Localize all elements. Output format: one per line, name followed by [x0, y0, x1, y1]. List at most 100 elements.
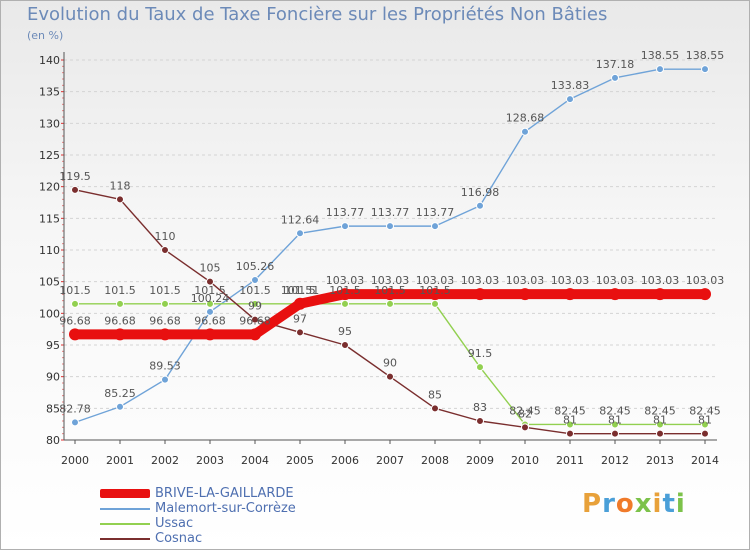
series-malemort-sur-corr-ze-data-label: 105.26 — [236, 260, 275, 273]
series-cosnac-point — [566, 429, 574, 438]
series-brive-la-gaillarde-point — [609, 288, 621, 301]
series-ussac-data-label: 82.45 — [554, 404, 586, 417]
series-ussac-data-label: 82.45 — [644, 404, 676, 417]
series-malemort-sur-corr-ze-point — [116, 402, 124, 411]
logo-letter: r — [602, 489, 616, 519]
y-tick-label: 100 — [39, 307, 60, 320]
series-ussac-data-label: 82.45 — [689, 404, 721, 417]
series-cosnac-point — [656, 429, 664, 438]
series-cosnac-data-label: 85 — [428, 388, 442, 401]
x-tick-label: 2009 — [466, 454, 494, 467]
series-malemort-sur-corr-ze-data-label: 137.18 — [596, 58, 635, 71]
series-cosnac-point — [386, 372, 394, 381]
series-ussac-point — [341, 299, 349, 308]
series-cosnac-point — [296, 328, 304, 337]
legend-swatch-ussac — [100, 523, 150, 525]
series-cosnac-data-label: 81 — [563, 414, 577, 427]
logo-letter: o — [615, 489, 635, 519]
series-malemort-sur-corr-ze-point — [656, 65, 664, 74]
series-malemort-sur-corr-ze-data-label: 113.77 — [371, 206, 410, 219]
series-ussac-point — [386, 299, 394, 308]
series-malemort-sur-corr-ze-data-label: 100.24 — [191, 292, 230, 305]
series-malemort-sur-corr-ze-point — [161, 375, 169, 384]
series-malemort-sur-corr-ze-point — [206, 307, 214, 316]
series-cosnac-data-label: 110 — [155, 230, 176, 243]
series-ussac-point — [431, 299, 439, 308]
series-brive-la-gaillarde-point — [519, 288, 531, 301]
series-cosnac-data-label: 81 — [653, 414, 667, 427]
legend-label-ussac: Ussac — [155, 516, 194, 531]
series-cosnac-data-label: 119.5 — [59, 170, 91, 183]
series-cosnac-point — [161, 246, 169, 254]
series-malemort-sur-corr-ze-data-label: 82.78 — [59, 402, 91, 415]
series-brive-la-gaillarde-point — [339, 288, 351, 301]
legend-label-cosnac: Cosnac — [155, 531, 203, 546]
x-tick-label: 2014 — [691, 454, 719, 467]
series-cosnac-data-label: 82 — [518, 407, 532, 420]
series-ussac-point — [116, 299, 124, 308]
series-malemort-sur-corr-ze-data-label: 112.64 — [281, 213, 320, 226]
series-malemort-sur-corr-ze-data-label: 128.68 — [506, 112, 545, 125]
x-tick-label: 2004 — [241, 454, 269, 467]
series-cosnac-data-label: 81 — [698, 414, 712, 427]
series-malemort-sur-corr-ze-data-label: 113.77 — [326, 206, 365, 219]
logo-letter: i — [675, 489, 686, 519]
series-brive-la-gaillarde-point — [384, 288, 396, 301]
logo-letter: i — [652, 489, 663, 519]
series-ussac-data-label: 101.5 — [59, 284, 91, 297]
series-ussac-data-label: 101.5 — [419, 284, 451, 297]
series-brive-la-gaillarde-data-label: 96.68 — [239, 314, 271, 327]
series-cosnac-point — [71, 185, 79, 194]
series-brive-la-gaillarde-data-label: 96.68 — [59, 314, 91, 327]
series-brive-la-gaillarde-data-label: 103.03 — [551, 274, 590, 287]
series-brive-la-gaillarde-point — [699, 288, 711, 301]
series-cosnac-point — [341, 341, 349, 349]
series-brive-la-gaillarde-data-label: 101.51 — [281, 284, 320, 297]
y-tick-label: 115 — [39, 212, 60, 225]
series-ussac-data-label: 101.5 — [194, 284, 226, 297]
series-malemort-sur-corr-ze-point — [701, 65, 709, 74]
series-ussac-point — [611, 420, 619, 429]
legend-label-brive: BRIVE-LA-GAILLARDE — [155, 486, 294, 501]
series-malemort-sur-corr-ze-point — [341, 222, 349, 231]
series-brive-la-gaillarde-data-label: 96.68 — [194, 314, 226, 327]
series-brive-la-gaillarde-point — [429, 288, 441, 301]
series-cosnac-point — [701, 429, 709, 438]
y-axis-unit: (en %) — [27, 29, 64, 42]
series-brive-la-gaillarde-point — [69, 328, 81, 341]
series-ussac-data-label: 82.45 — [509, 404, 541, 417]
series-malemort-sur-corr-ze-point — [386, 222, 394, 231]
series-ussac-data-label: 101.5 — [104, 284, 136, 297]
chart-title: Evolution du Taux de Taxe Foncière sur l… — [27, 4, 608, 25]
x-tick-label: 2006 — [331, 454, 359, 467]
series-cosnac-data-label: 90 — [383, 357, 397, 370]
series-brive-la-gaillarde-point — [654, 288, 666, 301]
series-cosnac-data-label: 81 — [608, 414, 622, 427]
x-tick-label: 2010 — [511, 454, 539, 467]
series-malemort-sur-corr-ze-point — [476, 201, 484, 210]
series-ussac-data-label: 82.45 — [599, 404, 631, 417]
legend-label-malemort: Malemort-sur-Corrèze — [155, 501, 296, 516]
x-tick-label: 2003 — [196, 454, 224, 467]
y-tick-label: 125 — [39, 149, 60, 162]
series-ussac-data-label: 101.5 — [374, 284, 406, 297]
series-brive-la-gaillarde-data-label: 103.03 — [641, 274, 680, 287]
y-tick-label: 85 — [46, 402, 60, 415]
series-cosnac-point — [206, 277, 214, 286]
y-tick-label: 130 — [39, 117, 60, 130]
data-labels: 82.78 85.25 89.53 100.24 105.26 112.64 113.77 1… — [59, 49, 724, 426]
series-brive-la-gaillarde-data-label: 96.68 — [149, 314, 181, 327]
grid — [64, 59, 717, 441]
x-tick-label: 2001 — [106, 454, 134, 467]
logo-letter: x — [634, 489, 653, 519]
x-tick-label: 2005 — [286, 454, 314, 467]
x-tick-label: 2008 — [421, 454, 449, 467]
series-malemort-sur-corr-ze-data-label: 113.77 — [416, 206, 455, 219]
series-ussac-point — [566, 420, 574, 429]
x-tick-label: 2013 — [646, 454, 674, 467]
series-malemort-sur-corr-ze-point — [611, 73, 619, 82]
series-brive-la-gaillarde-data-label: 103.03 — [506, 274, 545, 287]
y-tick-label: 120 — [39, 181, 60, 194]
series-cosnac-data-label: 118 — [110, 179, 131, 192]
